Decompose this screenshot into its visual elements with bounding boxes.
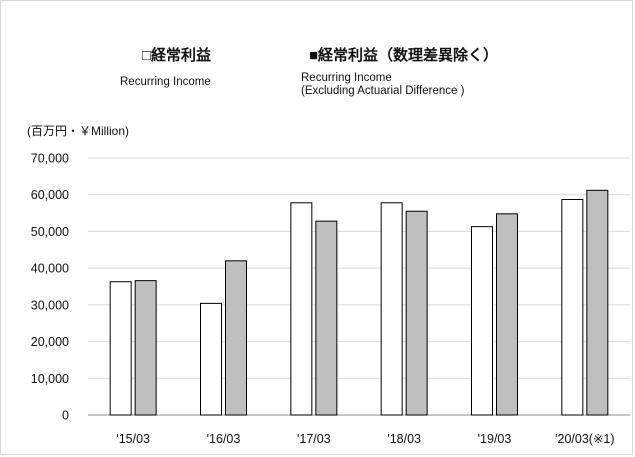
bar-recurring-income (200, 302, 222, 416)
x-tick-label: '18/03 (387, 432, 421, 446)
x-tick-label: '17/03 (297, 432, 331, 446)
y-tick-label: 0 (62, 409, 69, 423)
legend-subtitle-recurring-income-excl: Recurring Income (Excluding Actuarial Di… (301, 72, 464, 98)
y-tick-label: 10,000 (31, 372, 69, 386)
bar-recurring-income-excl (134, 280, 157, 416)
y-tick-label: 70,000 (31, 152, 69, 166)
bar-recurring-income-excl (586, 189, 609, 416)
y-tick-label: 60,000 (31, 188, 69, 202)
bar-recurring-income (471, 226, 493, 416)
bar-recurring-income-excl (315, 220, 338, 416)
legend-label-recurring-income-excl-en-line1: Recurring Income (301, 72, 392, 84)
bar-recurring-income-excl (225, 260, 247, 416)
bar-recurring-income-excl (405, 210, 428, 416)
bars (109, 189, 609, 416)
legend-label-recurring-income-ja: □経常利益 (142, 47, 212, 64)
bar-recurring-income-excl (496, 213, 518, 416)
gridlines (88, 157, 630, 416)
x-tick-label: '20/03(※1) (555, 432, 614, 446)
x-tick-label: '16/03 (207, 432, 241, 446)
y-tick-label: 20,000 (31, 335, 69, 349)
legend-item-recurring-income-excl: ■経常利益（数理差異除く） (309, 44, 498, 65)
legend-subtitle-recurring-income: Recurring Income (120, 76, 211, 89)
y-axis-ticks: 0 10,000 20,000 30,000 40,000 50,000 60,000 70,… (31, 152, 69, 423)
y-tick-label: 50,000 (31, 225, 69, 239)
legend-label-recurring-income-excl-en-line2: (Excluding Actuarial Difference ) (301, 85, 465, 97)
legend-label-recurring-income-en: Recurring Income (120, 76, 211, 88)
bar-recurring-income (290, 202, 313, 416)
x-tick-label: '15/03 (116, 432, 150, 446)
x-tick-label: '19/03 (478, 432, 512, 446)
legend-label-recurring-income-excl-ja: ■経常利益（数理差異除く） (309, 47, 499, 64)
bar-recurring-income (380, 202, 403, 416)
bar-recurring-income (109, 281, 132, 416)
legend-item-recurring-income: □経常利益 (142, 44, 211, 65)
y-axis-unit-label: (百万円・￥Million) (27, 124, 130, 138)
y-tick-label: 30,000 (31, 298, 69, 312)
bar-recurring-income (561, 198, 584, 416)
x-axis-ticks: '15/03 '16/03 '17/03 '18/03 '19/03 '20/03(※1) (116, 432, 614, 446)
y-tick-label: 40,000 (31, 262, 69, 276)
